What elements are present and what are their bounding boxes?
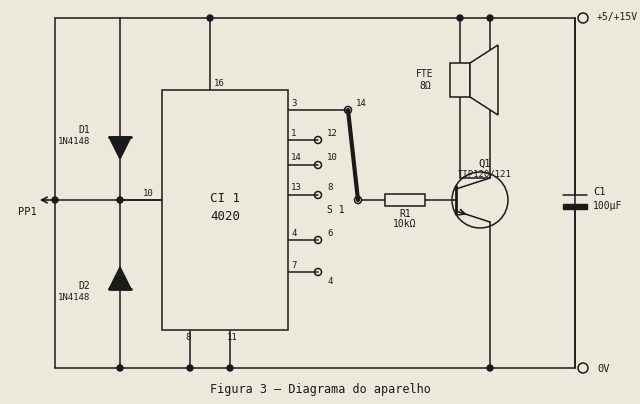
Text: 14: 14 — [356, 99, 367, 107]
Text: 1: 1 — [291, 128, 296, 137]
Text: 14: 14 — [291, 154, 301, 162]
Text: 10kΩ: 10kΩ — [393, 219, 417, 229]
Text: 100μF: 100μF — [593, 201, 622, 211]
Text: Figura 3 – Diagrama do aparelho: Figura 3 – Diagrama do aparelho — [209, 383, 431, 396]
Circle shape — [487, 365, 493, 371]
Text: 1N4148: 1N4148 — [58, 293, 90, 303]
Text: 4: 4 — [327, 276, 332, 286]
Text: TIP120/121: TIP120/121 — [458, 170, 512, 179]
Circle shape — [52, 197, 58, 203]
Text: 8: 8 — [327, 183, 332, 192]
Circle shape — [117, 197, 123, 203]
Text: 0V: 0V — [597, 364, 609, 374]
Text: +5/+15V: +5/+15V — [597, 12, 638, 22]
Text: 4: 4 — [291, 229, 296, 238]
Text: R1: R1 — [399, 209, 411, 219]
Circle shape — [457, 15, 463, 21]
Bar — [385, 194, 425, 206]
Bar — [162, 90, 288, 330]
Text: 8Ω: 8Ω — [419, 81, 431, 91]
Circle shape — [487, 15, 493, 21]
Circle shape — [187, 365, 193, 371]
Polygon shape — [109, 137, 131, 159]
Text: Q1: Q1 — [479, 159, 492, 169]
Text: 3: 3 — [291, 99, 296, 107]
Bar — [450, 63, 470, 97]
Text: FTE: FTE — [416, 69, 434, 79]
Text: 10: 10 — [143, 189, 154, 198]
Text: 16: 16 — [214, 80, 225, 88]
Text: 13: 13 — [291, 183, 301, 192]
Text: 12: 12 — [327, 128, 338, 137]
Text: CI 1: CI 1 — [210, 191, 240, 204]
Text: 11: 11 — [227, 333, 237, 343]
Text: S 1: S 1 — [327, 205, 345, 215]
Text: D1: D1 — [78, 125, 90, 135]
Text: PP1: PP1 — [18, 207, 36, 217]
Text: D2: D2 — [78, 281, 90, 291]
Polygon shape — [109, 267, 131, 289]
Text: C1: C1 — [593, 187, 605, 197]
Circle shape — [207, 15, 213, 21]
Text: 4020: 4020 — [210, 210, 240, 223]
Polygon shape — [470, 45, 498, 115]
Circle shape — [117, 365, 123, 371]
Text: 6: 6 — [327, 229, 332, 238]
Bar — [563, 204, 587, 209]
Text: 1N4148: 1N4148 — [58, 137, 90, 147]
Text: 10: 10 — [327, 154, 338, 162]
Text: 8: 8 — [186, 333, 191, 343]
Text: 7: 7 — [291, 261, 296, 269]
Circle shape — [227, 365, 233, 371]
